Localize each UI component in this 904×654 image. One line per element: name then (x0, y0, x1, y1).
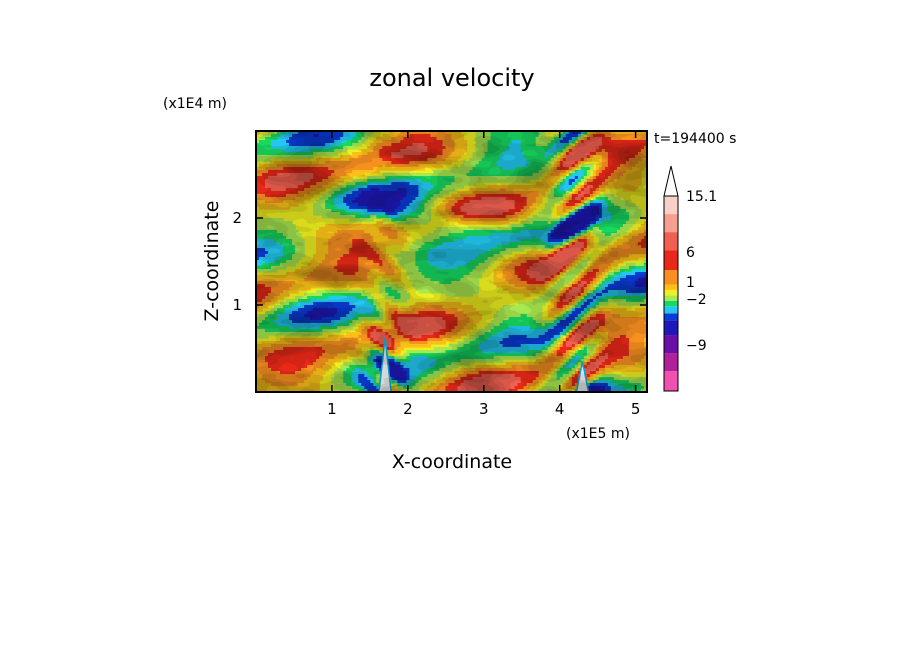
y-axis-label: Z-coordinate (201, 201, 223, 322)
colorbar-label: 6 (686, 245, 695, 261)
colorbar-label: −9 (686, 338, 707, 354)
colorbar-swatch (664, 335, 678, 354)
x-tick-label: 2 (403, 400, 413, 418)
y-unit-label: (x1E4 m) (163, 96, 227, 112)
plot-frame (255, 130, 648, 393)
colorbar-swatch (664, 284, 678, 290)
y-tick-label: 1 (232, 296, 242, 314)
time-label: t=194400 s (654, 131, 736, 147)
colorbar-swatch (664, 313, 678, 321)
colorbar-label: 1 (686, 275, 695, 291)
colorbar-swatch (664, 270, 678, 285)
x-unit-label: (x1E5 m) (566, 426, 630, 442)
colorbar-label: −2 (686, 292, 707, 308)
colorbar-swatch (664, 196, 678, 215)
colorbar-cap (663, 165, 679, 197)
x-tick-label: 1 (327, 400, 337, 418)
colorbar-swatch (664, 306, 678, 314)
colorbar-swatch (664, 371, 678, 391)
colorbar-swatch (664, 214, 678, 233)
y-tick-label: 2 (232, 209, 242, 227)
x-axis: 1 2 3 4 5 (327, 131, 640, 418)
x-tick-label: 3 (479, 400, 489, 418)
x-tick-label: 4 (555, 400, 565, 418)
colorbar-swatch (664, 300, 678, 307)
colorbar-label: 15.1 (686, 189, 717, 205)
colorbar-swatch (664, 289, 678, 296)
colorbar-swatch (664, 320, 678, 336)
x-axis-label: X-coordinate (392, 451, 512, 473)
colorbar-swatch (664, 232, 678, 251)
colorbar-frame (663, 195, 679, 392)
chart-title: zonal velocity (369, 64, 534, 92)
colorbar-swatch (664, 353, 678, 372)
plot-area (256, 131, 647, 392)
y-axis: 12 (232, 209, 647, 314)
x-tick-label: 5 (631, 400, 641, 418)
colorbar-swatch (664, 250, 678, 271)
colorbar: 15.1 6 1−2 −9 (663, 165, 717, 392)
colorbar-swatch (664, 295, 678, 301)
